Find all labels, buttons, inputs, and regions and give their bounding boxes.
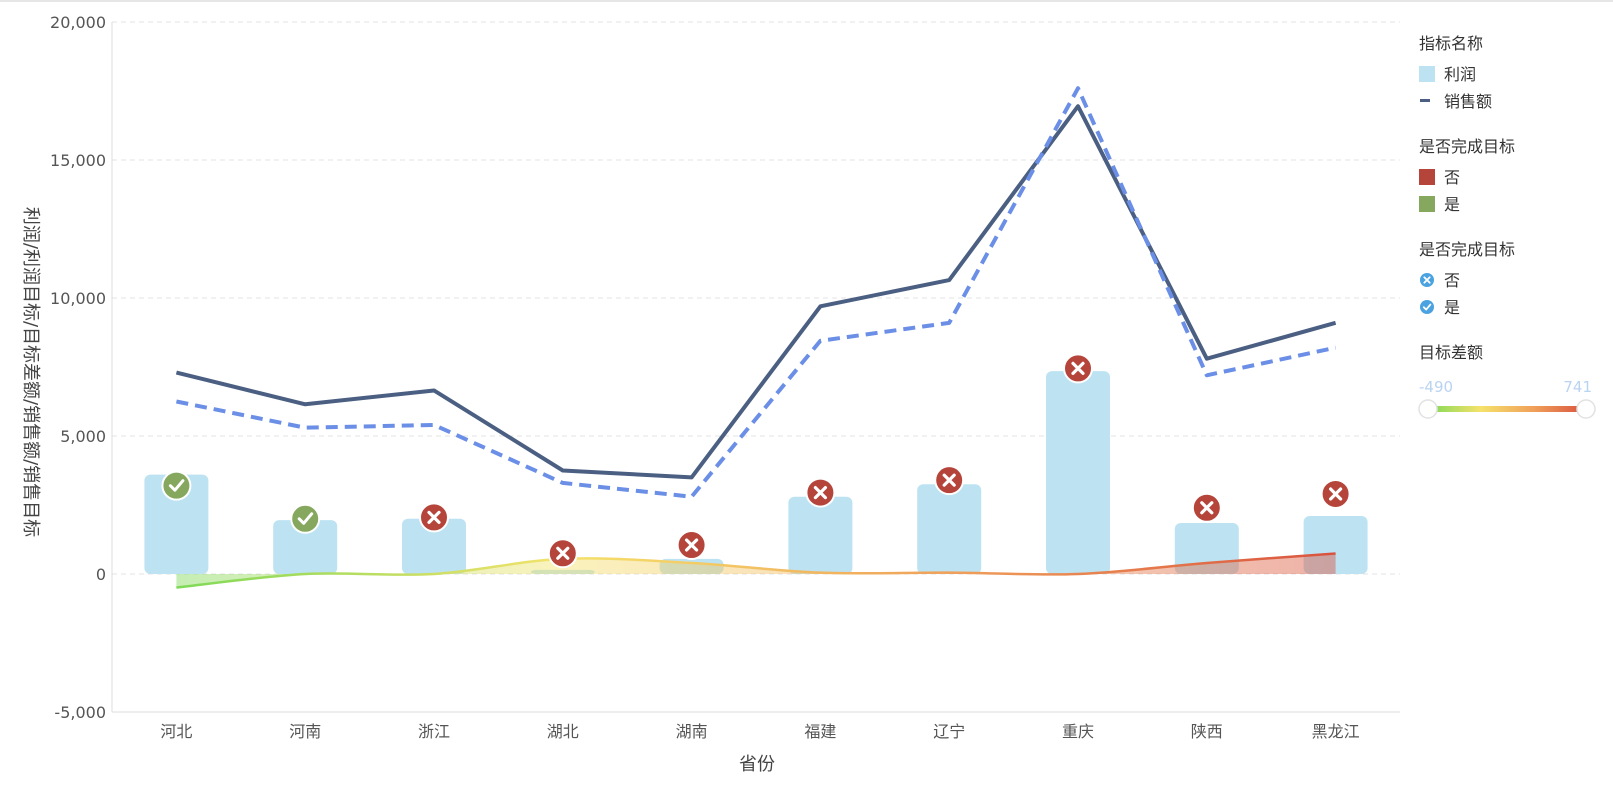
range-min-label: -490 [1419,378,1453,396]
legend-title-completed-shape: 是否完成目标 [1419,240,1515,259]
gradient-bar [1428,406,1586,412]
x-tick-label: 湖北 [547,722,579,741]
x-circle-icon[interactable] [547,538,578,569]
legend-item-not-done-shape[interactable]: 否 [1420,271,1460,290]
y-tick-label: 0 [96,565,106,584]
legend-label-not-done: 否 [1444,168,1460,187]
x-circle-icon[interactable] [934,465,965,496]
range-slider-min-handle[interactable] [1418,399,1438,419]
x-tick-label: 浙江 [418,722,450,741]
legend: 指标名称 利润 销售额 是否完成目标 否 是 是否完成目标 否 [1418,34,1596,419]
x-tick-label: 黑龙江 [1312,722,1360,741]
sales-lines [175,86,1337,499]
profit-bar[interactable] [788,496,853,574]
x-circle-icon[interactable] [805,477,836,508]
legend-title-completed-color: 是否完成目标 [1419,137,1515,156]
done-swatch-icon [1419,196,1435,212]
check-circle-icon [1420,300,1434,314]
target-diff-area-fill [176,553,1336,588]
x-circle-icon[interactable] [1320,478,1351,509]
line-dash-icon [1420,99,1430,102]
profit-swatch-icon [1419,66,1435,82]
profit-bar[interactable] [402,518,466,574]
x-tick-label: 湖南 [676,722,708,741]
legend-label-profit: 利润 [1444,65,1476,84]
range-slider-max-handle[interactable] [1576,399,1596,419]
legend-item-sales[interactable]: 销售额 [1420,92,1492,111]
top-border [0,0,1613,2]
x-tick-labels: 河北 河南 浙江 湖北 湖南 福建 辽宁 重庆 陕西 黑龙江 [160,722,1359,741]
x-tick-label: 河北 [160,722,192,741]
legend-label-sales: 销售额 [1444,92,1492,111]
legend-item-not-done-color[interactable]: 否 [1419,168,1460,187]
gridlines [112,21,1400,713]
y-axis-title: 利润/利润目标/目标差额/销售额/销售目标 [20,207,41,537]
legend-title-diff: 目标差额 [1419,343,1483,362]
target-markers [161,353,1351,569]
x-tick-label: 辽宁 [933,722,965,741]
legend-item-done-color[interactable]: 是 [1419,195,1460,214]
x-tick-label: 福建 [804,722,836,741]
profit-bar[interactable] [273,520,338,574]
x-circle-icon[interactable] [419,502,449,533]
axes [111,22,1400,713]
y-tick-label: -5,000 [54,703,106,722]
profit-bar[interactable] [144,474,209,574]
legend-label-done-shape: 是 [1444,298,1460,317]
y-tick-label: 10,000 [50,289,106,308]
profit-bar[interactable] [1046,371,1110,574]
legend-title-metric: 指标名称 [1419,34,1483,53]
x-tick-label: 河南 [289,722,321,741]
x-circle-icon[interactable] [1191,492,1222,523]
y-tick-labels: -5,000 0 5,000 10,000 15,000 20,000 [50,13,106,722]
profit-bar[interactable] [917,484,982,574]
legend-item-done-shape[interactable]: 是 [1420,298,1460,317]
sales-target-line[interactable] [176,86,1337,499]
check-circle-icon[interactable] [161,470,192,501]
not-done-swatch-icon [1419,169,1435,185]
legend-label-not-done-shape: 否 [1444,271,1460,290]
x-tick-label: 陕西 [1191,722,1223,741]
range-max-label: 741 [1563,378,1592,396]
x-circle-icon[interactable] [676,530,707,561]
check-circle-icon[interactable] [290,503,321,534]
y-tick-label: 20,000 [50,13,106,32]
x-tick-label: 重庆 [1062,722,1094,741]
legend-label-done: 是 [1444,195,1460,214]
x-circle-icon[interactable] [1063,353,1093,384]
x-axis-title: 省份 [739,754,775,775]
target-diff-line[interactable] [176,552,1336,589]
x-circle-icon [1420,273,1434,287]
sales-line[interactable] [175,104,1337,480]
target-diff-area [176,552,1336,589]
y-tick-label: 15,000 [50,151,106,170]
legend-item-profit[interactable]: 利润 [1419,65,1476,84]
y-tick-label: 5,000 [60,427,106,446]
